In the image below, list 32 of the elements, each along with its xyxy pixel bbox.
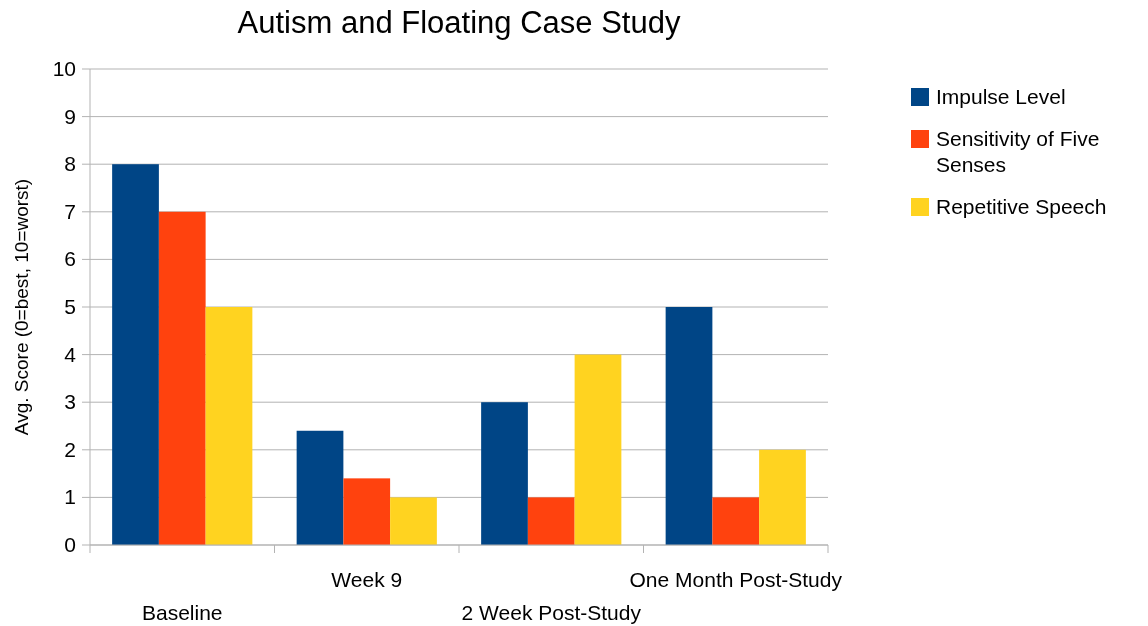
chart-title: Autism and Floating Case Study — [237, 5, 681, 40]
y-tick-label: 8 — [64, 152, 76, 176]
bar — [112, 164, 159, 545]
y-tick-label: 7 — [64, 199, 76, 223]
bar — [574, 354, 622, 545]
y-axis-title: Avg. Score (0=best, 10=worst) — [11, 178, 32, 436]
x-tick-label: Baseline — [141, 601, 223, 624]
y-tick-label: 5 — [64, 295, 76, 318]
legend-label: Sensitivity of Five Senses — [936, 127, 1100, 176]
bar — [712, 497, 760, 545]
y-tick-label: 1 — [64, 485, 76, 509]
y-tick-label: 0 — [64, 533, 76, 556]
bar — [296, 430, 344, 545]
bar — [390, 497, 437, 545]
y-tick-label: 2 — [64, 437, 76, 461]
bar — [343, 478, 391, 545]
x-tick-label: One Month Post-Study — [629, 568, 843, 591]
y-tick-label: 10 — [52, 57, 76, 80]
y-tick-label: 4 — [64, 342, 77, 366]
bar — [481, 402, 528, 545]
y-tick-label: 6 — [64, 247, 76, 271]
legend-label: Repetitive Speech — [936, 195, 1107, 218]
x-tick-label: 2 Week Post-Study — [461, 601, 642, 624]
bar — [158, 211, 206, 545]
bar — [205, 307, 253, 545]
bar — [665, 307, 713, 545]
bar — [527, 497, 575, 545]
bar — [759, 449, 806, 545]
y-tick-label: 9 — [64, 104, 76, 128]
x-tick-label: Week 9 — [331, 568, 403, 591]
legend-label: Impulse Level — [936, 85, 1066, 108]
y-tick-label: 3 — [64, 390, 76, 414]
